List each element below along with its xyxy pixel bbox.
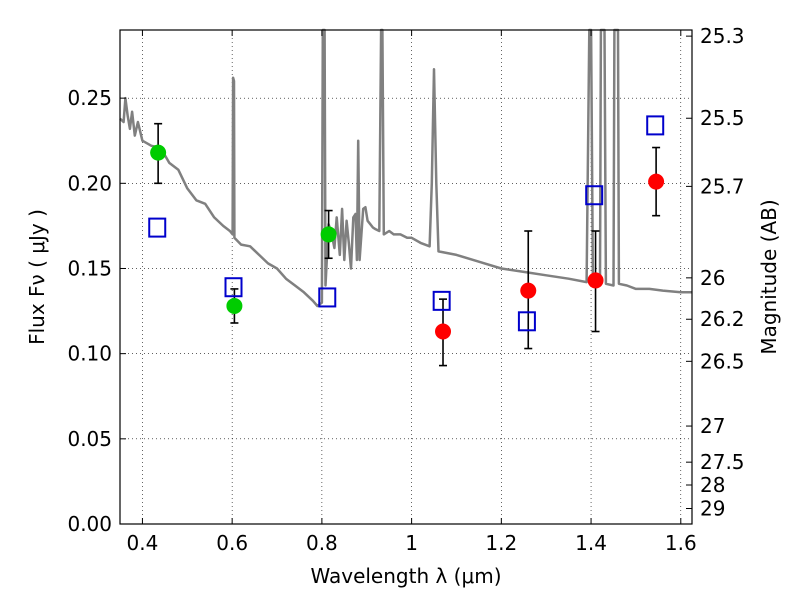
x-tick-label: 1 — [405, 531, 418, 555]
right-axis-title: Magnitude (AB) — [757, 199, 781, 354]
data-point — [435, 323, 452, 340]
model-point — [585, 185, 604, 206]
data-point — [320, 226, 337, 243]
x-tick-label: 1.2 — [485, 531, 517, 555]
data-point — [226, 297, 243, 314]
y-axis-title: Flux Fν ( μJy ) — [25, 209, 49, 345]
x-tick-label: 1.6 — [665, 531, 697, 555]
x-axis-title: Wavelength λ (μm) — [310, 564, 501, 588]
right-tick-label: 25.5 — [700, 106, 745, 130]
right-tick-label: 26.5 — [700, 349, 745, 373]
right-tick-label: 28 — [700, 473, 725, 497]
model-point — [517, 311, 536, 332]
model-point — [224, 277, 243, 298]
model-point — [148, 217, 167, 238]
x-tick-label: 0.6 — [216, 531, 248, 555]
data-point — [520, 282, 537, 299]
y-tick-label: 0.00 — [67, 512, 112, 536]
x-tick-label: 0.8 — [306, 531, 338, 555]
ticks: 0.4 0.6 0.8 1 1.2 1.4 1.6 0.00 0.05 0.10 0.15 0.20 0… — [67, 24, 744, 555]
right-tick-label: 29 — [700, 496, 725, 520]
x-tick-label: 0.4 — [127, 531, 159, 555]
right-tick-label: 26 — [700, 266, 725, 290]
data-point — [587, 272, 604, 289]
right-tick-label: 25.7 — [700, 174, 745, 198]
model-point — [646, 115, 665, 136]
data-point — [648, 173, 665, 190]
y-tick-label: 0.10 — [67, 342, 112, 366]
axes-frame — [119, 29, 693, 525]
y-tick-label: 0.15 — [67, 256, 112, 280]
plot-area — [119, 28, 692, 367]
model-spectrum-line — [119, 28, 692, 308]
right-tick-label: 25.3 — [700, 24, 745, 48]
x-tick-label: 1.4 — [575, 531, 607, 555]
y-tick-label: 0.25 — [67, 86, 112, 110]
y-tick-label: 0.05 — [67, 427, 112, 451]
right-tick-label: 27.5 — [700, 450, 745, 474]
right-tick-label: 26.2 — [700, 307, 745, 331]
right-tick-label: 27 — [700, 414, 725, 438]
data-point — [150, 144, 167, 161]
y-tick-label: 0.20 — [67, 171, 112, 195]
model-point — [318, 287, 337, 308]
model-point — [432, 290, 451, 311]
